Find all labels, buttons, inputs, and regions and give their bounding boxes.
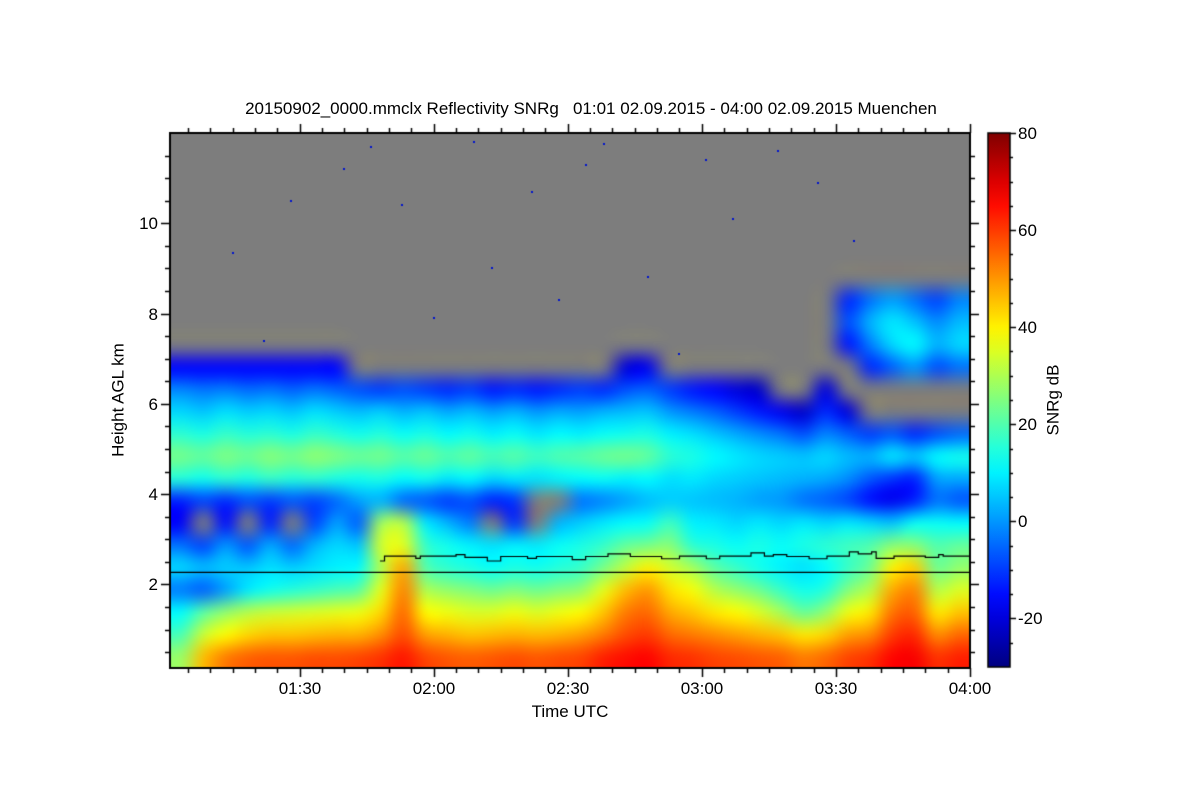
x-tick-label: 02:30	[546, 679, 590, 698]
colorbar-tick-label: 0	[1018, 512, 1028, 531]
x-tick-label: 03:30	[814, 679, 858, 698]
x-tick-label: 04:00	[948, 679, 992, 698]
x-axis-label: Time UTC	[531, 702, 609, 721]
y-tick-label: 2	[148, 575, 158, 594]
x-tick-label: 01:30	[278, 679, 322, 698]
colorbar-tick-label: -20	[1018, 609, 1043, 628]
x-tick-label: 03:00	[680, 679, 724, 698]
colorbar-tick-label: 40	[1018, 318, 1037, 337]
y-tick-label: 8	[148, 305, 158, 324]
x-tick-label: 02:00	[412, 679, 456, 698]
y-tick-label: 6	[148, 395, 158, 414]
chart-title: 20150902_0000.mmclx Reflectivity SNRg 01…	[245, 99, 937, 118]
colorbar-tick-label: 60	[1018, 221, 1037, 240]
colorbar-tick-label: 80	[1018, 124, 1037, 143]
y-tick-label: 10	[139, 214, 158, 233]
y-tick-label: 4	[148, 485, 158, 504]
colorbar-tick-label: 20	[1018, 415, 1037, 434]
